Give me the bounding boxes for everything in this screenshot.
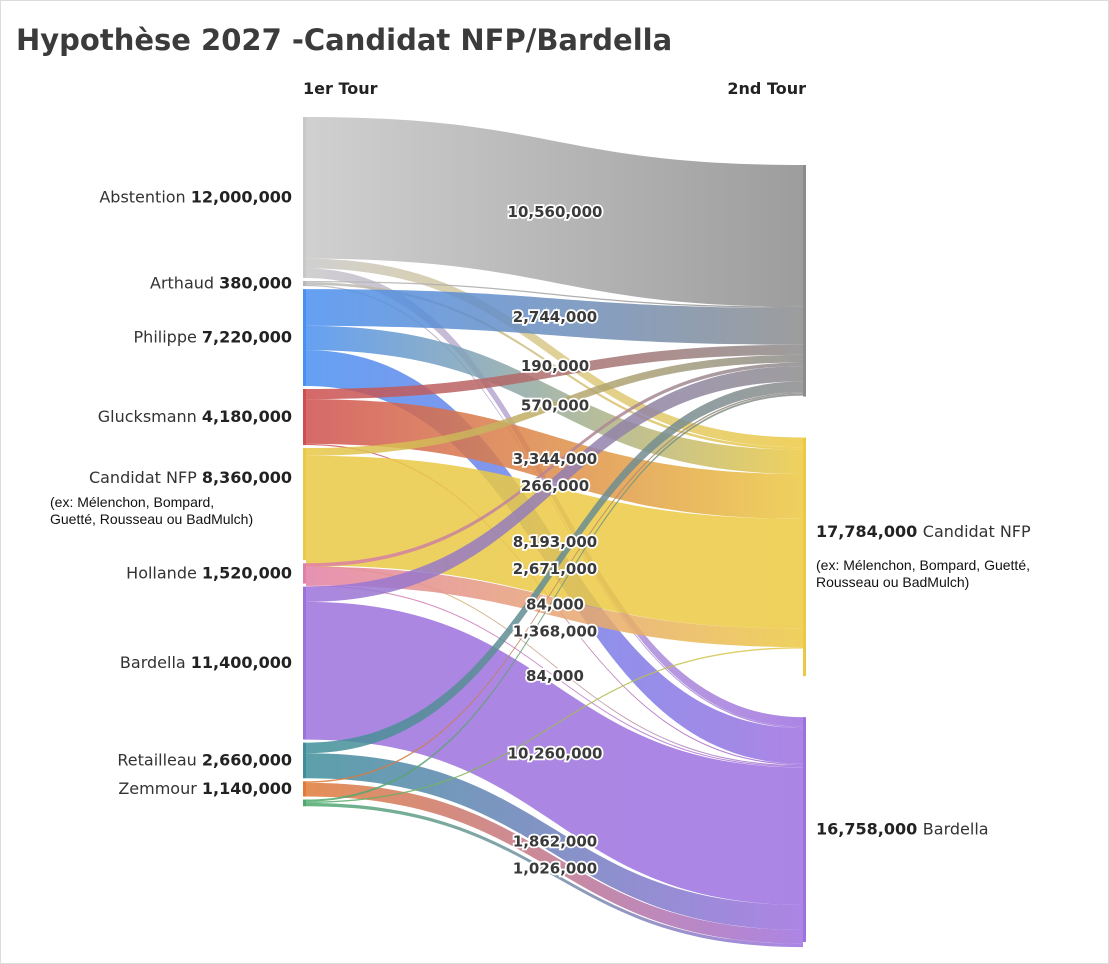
flow-glucksmann-to-candidat-nfp <box>306 399 803 519</box>
flow-retailleau-to-abstention <box>306 381 803 754</box>
source-label-hollande: Hollande 1,520,000 <box>126 563 292 582</box>
flow-value-label-bardella-t-bard: 10,260,000 <box>508 744 603 762</box>
source-node-bardella <box>303 586 306 740</box>
flow-abstention-to-candidat-nfp <box>306 258 803 448</box>
flow-value-label-hollande-t-nfp: 1,368,000 <box>513 622 597 640</box>
source-label-arthaud: Arthaud 380,000 <box>150 274 292 293</box>
flow-value-label-arthaud-t-nfp: 190,000 <box>521 357 589 375</box>
target-label-candidat-nfp: 17,784,000 Candidat NFP <box>816 522 1031 541</box>
source-node-zemmour <box>303 781 306 797</box>
source-label-abstention: Abstention 12,000,000 <box>99 188 292 207</box>
flow-value-label-hollande-t-abst: 266,000 <box>521 477 589 495</box>
source-label-retailleau: Retailleau 2,660,000 <box>117 750 292 769</box>
source-node-arthaud <box>303 281 306 287</box>
target-label-bardella: 16,758,000 Bardella <box>816 820 989 839</box>
flow-value-label-philippe-t-abst: 2,744,000 <box>513 308 597 326</box>
source-node-other <box>303 799 306 807</box>
flow-philippe-to-abstention <box>306 289 803 345</box>
flow-other-to-candidat-nfp <box>306 647 803 803</box>
source-label-glucksmann: Glucksmann 4,180,000 <box>98 407 292 426</box>
flow-candidat-nfp-to-abstention <box>306 354 803 456</box>
target-note-line-1: (ex: Mélenchon, Bompard, Guetté, <box>816 557 1030 573</box>
target-note-line-2: Rousseau ou BadMulch) <box>816 574 969 590</box>
source-node-hollande <box>303 563 306 584</box>
source-node-retailleau <box>303 742 306 779</box>
column-header-second-round: 2nd Tour <box>727 79 806 98</box>
flow-glucksmann-to-abstention <box>306 344 803 400</box>
source-node-abstention <box>303 117 306 279</box>
column-header-first-round: 1er Tour <box>303 79 378 98</box>
flow-value-label-zemmour-t-bard: 1,026,000 <box>513 860 597 878</box>
source-label-philippe: Philippe 7,220,000 <box>134 328 292 347</box>
flow-bardella-to-abstention <box>306 366 803 602</box>
source-label-candidat-nfp: Candidat NFP 8,360,000 <box>89 468 292 487</box>
flow-value-label-philippe-t-bard: 2,671,000 <box>513 560 597 578</box>
target-node-abstention <box>803 165 806 397</box>
nodes <box>303 117 806 942</box>
flow-arthaud-to-abstention <box>306 281 803 308</box>
source-node-glucksmann <box>303 388 306 446</box>
flow-other-to-bardella <box>306 802 803 948</box>
flow-retailleau-to-bardella <box>306 753 803 930</box>
source-label-zemmour: Zemmour 1,140,000 <box>118 779 292 798</box>
source-label-bardella: Bardella 11,400,000 <box>120 653 292 672</box>
source-note-line-2: Guetté, Rousseau ou BadMulch) <box>50 511 253 527</box>
flow-value-label-glucksmann-t-bard: 84,000 <box>526 595 584 613</box>
flow-candidat-nfp-to-bardella <box>306 565 803 767</box>
flow-other-to-abstention <box>306 393 803 802</box>
flow-candidat-nfp-to-candidat-nfp <box>306 455 803 629</box>
labels: Abstention 12,000,000 Arthaud 380,000 Phil… <box>50 188 1031 880</box>
target-node-candidat-nfp <box>803 437 806 677</box>
flow-value-label-retailleau-t-bard: 1,862,000 <box>513 833 597 851</box>
flow-zemmour-to-abstention <box>306 392 803 783</box>
source-note-line-1: (ex: Mélenchon, Bompard, <box>50 494 214 510</box>
flow-zemmour-to-bardella <box>306 782 803 944</box>
flow-value-label-nfp-t-abst: 570,000 <box>521 396 589 414</box>
chart-title: Hypothèse 2027 -Candidat NFP/Bardella <box>16 23 672 57</box>
flow-hollande-to-bardella <box>306 585 803 768</box>
flow-arthaud-to-candidat-nfp <box>306 282 803 450</box>
flow-value-label-abstention-t-abst: 10,560,000 <box>508 203 603 221</box>
flow-hollande-to-candidat-nfp <box>306 566 803 648</box>
source-node-candidat-nfp <box>303 448 306 561</box>
source-node-philippe <box>303 289 306 386</box>
flow-value-label-glucksmann-t-nfp: 3,344,000 <box>513 450 597 468</box>
flow-bardella-to-bardella <box>306 601 803 905</box>
flow-hollande-to-abstention <box>306 362 803 567</box>
target-node-bardella <box>803 717 806 942</box>
flow-links <box>306 117 803 948</box>
flow-abstention-to-abstention <box>306 117 803 307</box>
flow-value-label-nfp-t-nfp: 8,193,000 <box>513 533 597 551</box>
flow-value-label-hollande-t-bard: 84,000 <box>526 667 584 685</box>
